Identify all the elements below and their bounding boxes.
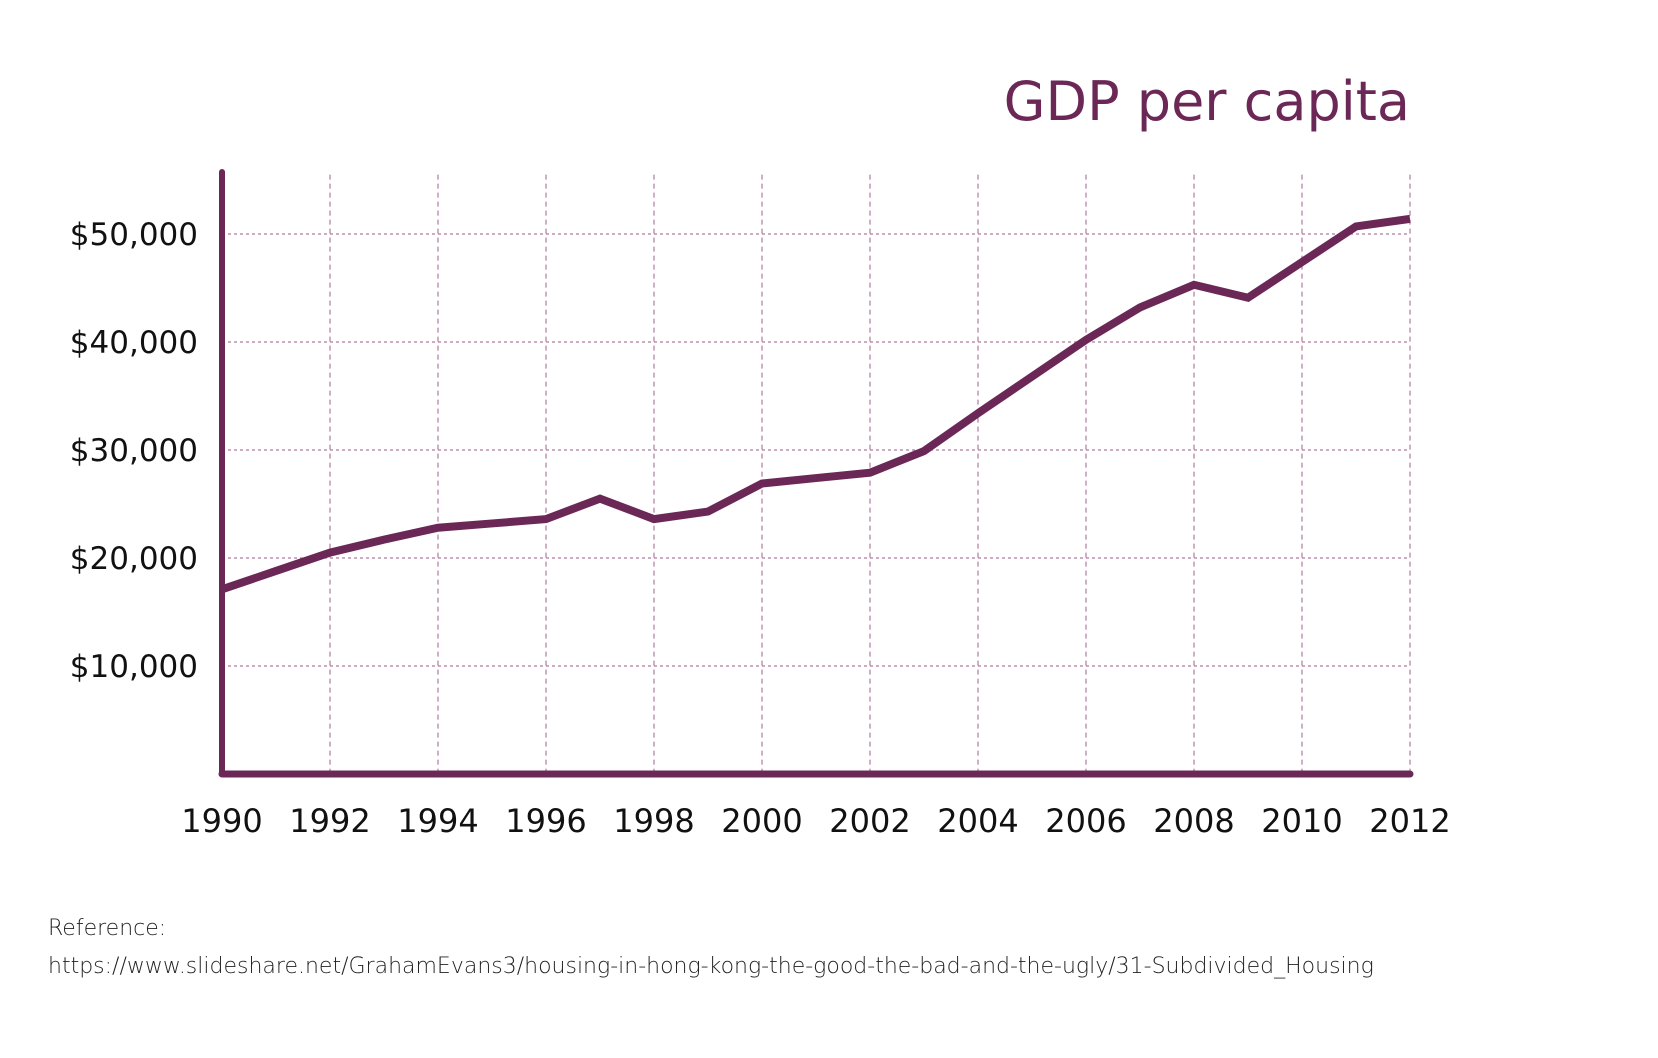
y-tick-label: $20,000 [70, 541, 198, 577]
reference-label: Reference: [48, 916, 167, 941]
y-tick-label: $40,000 [70, 325, 198, 361]
x-tick-label: 1998 [613, 802, 694, 840]
x-tick-label: 1992 [289, 802, 370, 840]
x-tick-label: 1990 [181, 802, 262, 840]
x-tick-label: 2012 [1369, 802, 1450, 840]
x-tick-label: 2000 [721, 802, 802, 840]
x-tick-label: 1994 [397, 802, 478, 840]
reference-url[interactable]: https://www.slideshare.net/GrahamEvans3/… [48, 954, 1374, 979]
y-tick-label: $50,000 [70, 217, 198, 253]
x-tick-label: 1996 [505, 802, 586, 840]
x-tick-label: 2006 [1045, 802, 1126, 840]
x-tick-label: 2002 [829, 802, 910, 840]
line-chart: 1990 1992 1994 1996 1998 2000 2002 2004 2006 2008… [70, 169, 1451, 840]
y-tick-label: $30,000 [70, 433, 198, 469]
x-tick-label: 2010 [1261, 802, 1342, 840]
chart-title: GDP per capita [1003, 70, 1410, 133]
y-tick-label: $10,000 [70, 649, 198, 685]
x-tick-label: 2008 [1153, 802, 1234, 840]
reference: Reference: https://www.slideshare.net/Gr… [48, 910, 1374, 986]
x-tick-label: 2004 [937, 802, 1018, 840]
series-line [220, 214, 1411, 594]
